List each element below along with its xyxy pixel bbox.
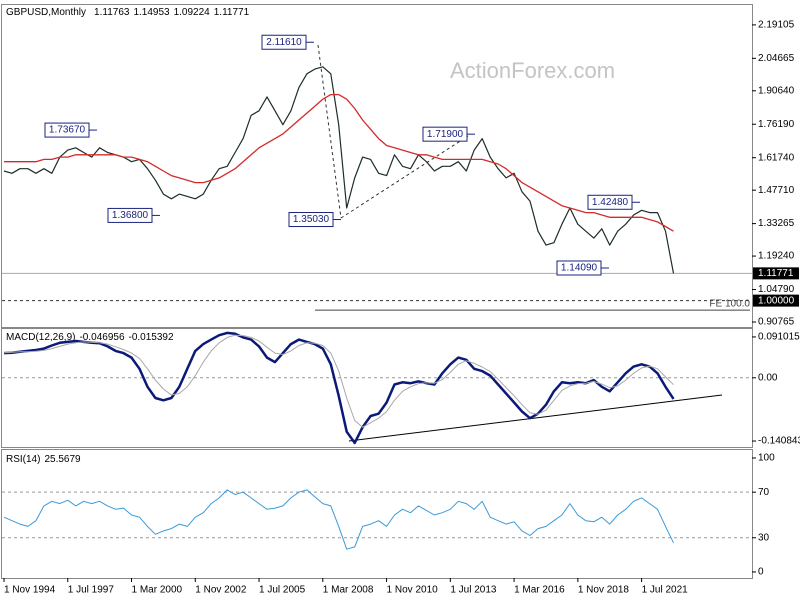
level-box bbox=[753, 294, 799, 307]
title: RSI(14) bbox=[6, 454, 40, 465]
price-panel bbox=[1, 4, 753, 328]
annotation-label: 1.73670 bbox=[49, 125, 86, 136]
y-tick-label: 1.33265 bbox=[758, 218, 795, 229]
annotation-box bbox=[44, 122, 90, 138]
x-tick-label: 1 Jul 2013 bbox=[450, 585, 497, 596]
annotation-box bbox=[556, 260, 602, 276]
y-tick-label: -0.140843 bbox=[758, 436, 800, 447]
annotation-box bbox=[261, 34, 307, 50]
price-label: 1.11771 bbox=[758, 268, 794, 279]
y-tick-label: 2.04665 bbox=[758, 53, 795, 64]
macd-title: MACD(12,26,9) -0.046956 -0.015392 bbox=[6, 332, 174, 343]
rsi-title: RSI(14) 25.5679 bbox=[6, 454, 81, 465]
annotation-box bbox=[288, 212, 334, 228]
open: 1.11763 bbox=[94, 7, 130, 18]
y-tick-label: 1.47710 bbox=[758, 185, 795, 196]
y-tick-label: 1.90640 bbox=[758, 85, 795, 96]
high: 1.14953 bbox=[133, 7, 170, 18]
close: 1.11771 bbox=[214, 7, 250, 18]
title: MACD(12,26,9) bbox=[6, 332, 75, 343]
y-tick-label: 100 bbox=[758, 453, 775, 464]
x-tick-label: 1 Mar 2016 bbox=[514, 585, 565, 596]
price-title: GBPUSD,Monthly 1.11763 1.14953 1.09224 1.117… bbox=[6, 7, 250, 18]
y-tick-label: 30 bbox=[758, 532, 770, 543]
annotation-label: 1.36800 bbox=[112, 210, 149, 221]
annotation-box bbox=[107, 207, 153, 223]
level-label: 1.00000 bbox=[758, 295, 795, 306]
series-line bbox=[3, 331, 675, 445]
x-tick-label: 1 Jul 2021 bbox=[642, 585, 689, 596]
swing-line bbox=[340, 135, 469, 219]
watermark: ActionForex.com bbox=[450, 58, 615, 83]
y-tick-label: 2.19105 bbox=[758, 20, 795, 31]
trend-line bbox=[348, 394, 723, 442]
latest: -0.015392 bbox=[129, 332, 174, 343]
latest: -0.046956 bbox=[79, 332, 124, 343]
y-tick-label: 1.04790 bbox=[758, 284, 795, 295]
swing-line bbox=[317, 44, 342, 219]
low: 1.09224 bbox=[174, 7, 211, 18]
annotation-label: 1.35030 bbox=[293, 214, 330, 225]
macd-panel bbox=[1, 328, 753, 448]
annotation-label: 1.71900 bbox=[427, 129, 464, 140]
annotation-box bbox=[422, 126, 468, 142]
y-tick-label: 0.90765 bbox=[758, 317, 795, 328]
x-tick-label: 1 Nov 2010 bbox=[387, 585, 439, 596]
title: GBPUSD,Monthly bbox=[6, 7, 86, 18]
fe-label: FE 100.0 bbox=[709, 299, 750, 310]
price-box bbox=[753, 267, 799, 280]
rsi-panel bbox=[1, 449, 753, 579]
y-tick-label: 1.19240 bbox=[758, 251, 795, 262]
x-tick-label: 1 Jul 2005 bbox=[259, 585, 306, 596]
series-line bbox=[3, 334, 674, 428]
annotation-label: 1.42480 bbox=[592, 197, 629, 208]
y-tick-label: 1.76190 bbox=[758, 119, 795, 130]
y-tick-label: 70 bbox=[758, 487, 770, 498]
annotation-box bbox=[587, 194, 633, 210]
x-tick-label: 1 Mar 2000 bbox=[132, 585, 183, 596]
annotation-label: 1.14090 bbox=[561, 263, 598, 274]
series-line bbox=[4, 93, 674, 232]
x-tick-label: 1 Jul 1997 bbox=[68, 585, 115, 596]
x-tick-label: 1 Nov 2018 bbox=[578, 585, 630, 596]
series-line bbox=[3, 489, 674, 550]
y-tick-label: 1.61740 bbox=[758, 152, 795, 163]
latest: 25.5679 bbox=[44, 454, 81, 465]
x-tick-label: 1 Nov 1994 bbox=[4, 585, 56, 596]
x-tick-label: 1 Mar 2008 bbox=[323, 585, 374, 596]
y-tick-label: 0.091015 bbox=[758, 332, 800, 343]
y-tick-label: 0 bbox=[758, 567, 764, 578]
x-tick-label: 1 Nov 2002 bbox=[195, 585, 247, 596]
annotation-label: 2.11610 bbox=[266, 37, 302, 48]
y-tick-label: 0.00 bbox=[758, 372, 778, 383]
